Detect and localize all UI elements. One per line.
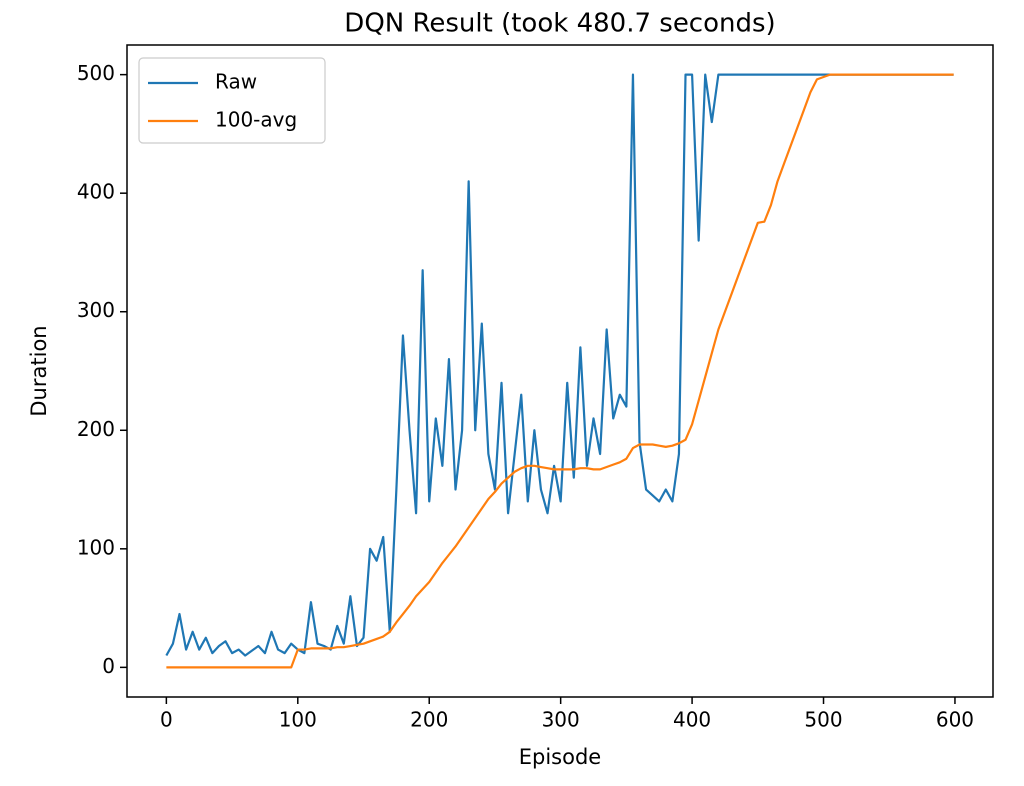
x-tick-label: 300 — [542, 708, 580, 732]
y-axis-label: Duration — [27, 325, 51, 416]
plot-frame — [126, 44, 994, 698]
y-tick-label: 100 — [77, 535, 115, 559]
x-tick-label: 100 — [279, 708, 317, 732]
y-tick-label: 500 — [77, 61, 115, 85]
x-tick-label: 0 — [160, 708, 173, 732]
y-tick-label: 200 — [77, 417, 115, 441]
legend-label: 100-avg — [215, 108, 297, 132]
y-tick-label: 300 — [77, 298, 115, 322]
chart-title: DQN Result (took 480.7 seconds) — [344, 9, 775, 39]
x-tick-label: 400 — [673, 708, 711, 732]
y-tick-label: 400 — [77, 180, 115, 204]
x-axis-label: Episode — [519, 745, 601, 769]
legend-label: Raw — [215, 70, 257, 94]
x-tick-label: 200 — [410, 708, 448, 732]
x-tick-label: 600 — [936, 708, 974, 732]
x-tick-label: 500 — [804, 708, 842, 732]
data-line — [166, 73, 954, 669]
y-tick-label: 0 — [102, 654, 115, 678]
